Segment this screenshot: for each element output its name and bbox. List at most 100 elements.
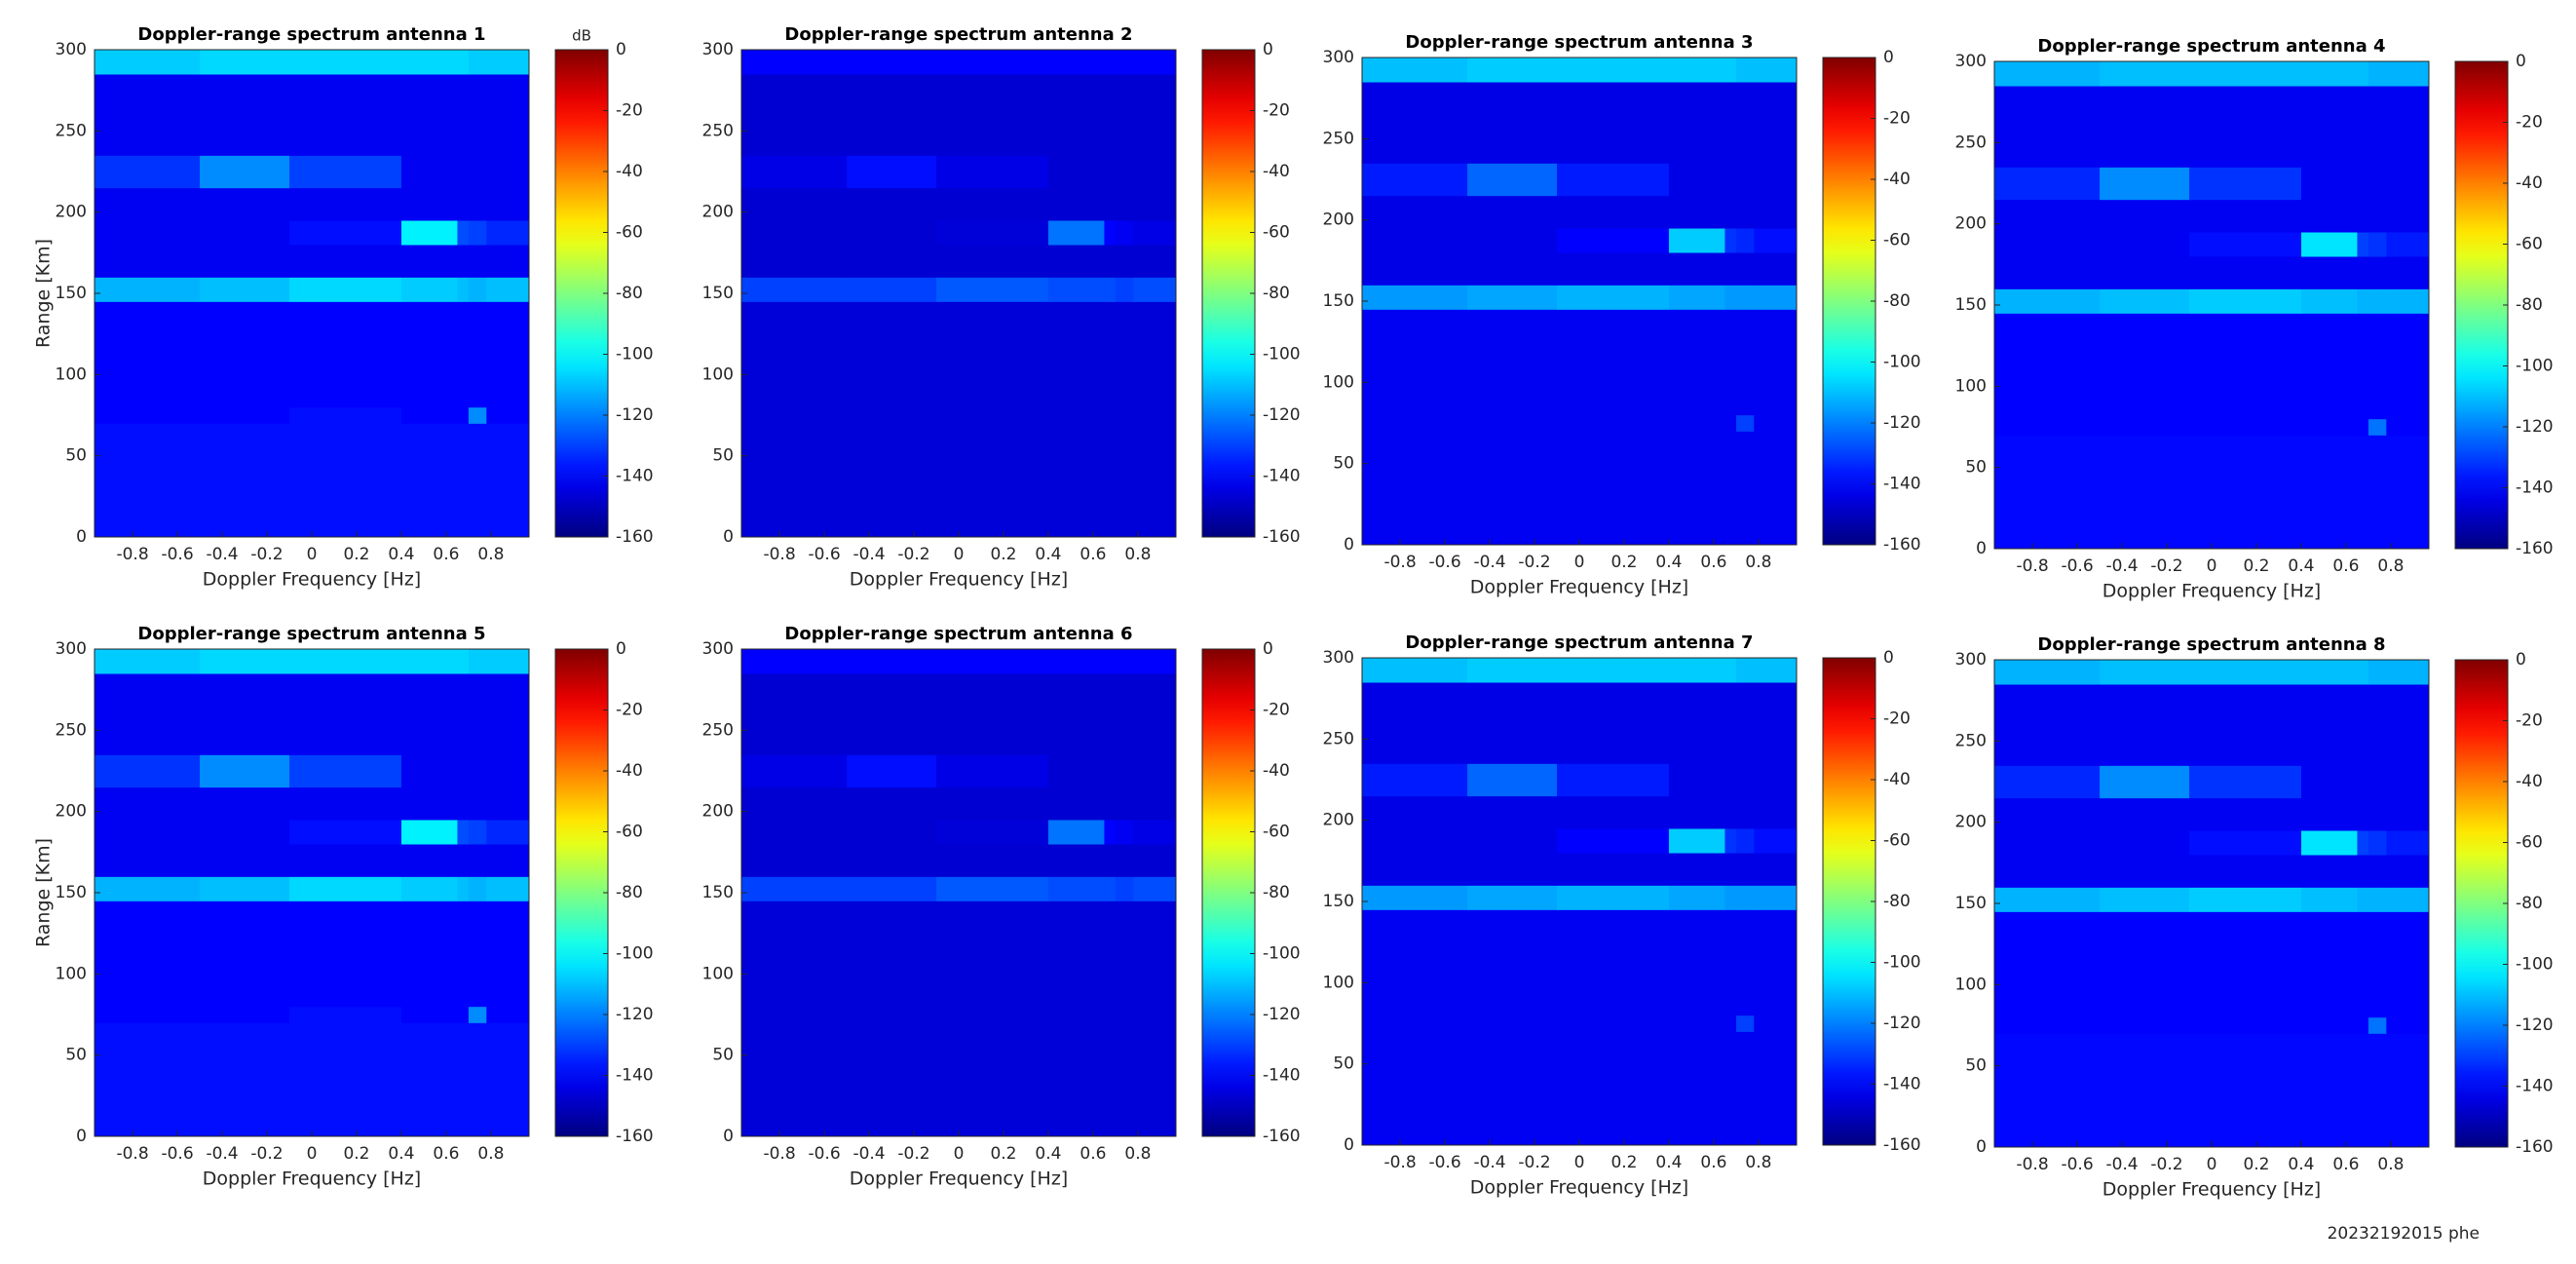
heatmap-cell [1104,277,1117,302]
panel: -0.8 -0.6 -0.4 -0.2 0 0.2 0.4 0.6 0.8 0 50 100 150 20… [1323,32,1921,598]
heatmap-cell [1115,187,1134,221]
heatmap-cell [1735,252,1755,286]
heatmap-cell [200,155,290,189]
heatmap-cell [2100,256,2190,289]
x-tick-label: 0 [307,545,318,564]
heatmap-cell [1754,228,1798,253]
y-tick-label: 150 [1323,291,1354,311]
y-tick-label: 150 [56,284,87,303]
heatmap-cell [468,220,487,246]
colorbar-tick-label: -40 [1263,761,1290,781]
heatmap-cell [2386,232,2430,257]
heatmap-cell [2386,288,2430,314]
heatmap-cell [1115,1022,1134,1137]
heatmap-cell [1994,199,2101,233]
panel: -0.8 -0.6 -0.4 -0.2 0 0.2 0.4 0.6 0.8 0 50 100 150 20… [33,24,654,591]
heatmap-cell [1668,309,1725,416]
heatmap-cell [1557,828,1670,854]
heatmap-cell [1115,754,1134,788]
heatmap-cell [2386,684,2430,766]
x-tick-label: -0.4 [206,1144,238,1164]
heatmap-cell [200,220,290,246]
heatmap-cell [486,876,530,901]
heatmap-cell [2386,830,2430,856]
heatmap-cell [847,1006,937,1023]
x-tick-label: 0.6 [1700,553,1726,572]
heatmap-cell [486,155,530,189]
heatmap-cell [2189,86,2302,168]
heatmap-cell [1133,245,1177,278]
heatmap-cell [847,245,937,278]
x-tick-label: 0.2 [990,545,1016,564]
heatmap-cell [1467,285,1558,310]
heatmap-cell [2100,684,2190,766]
heatmap-cell [1047,187,1105,221]
heatmap-cell [1668,252,1725,286]
heatmap-cell [1724,57,1737,83]
heatmap-cell [2300,1033,2358,1148]
heatmap-cell [468,301,487,408]
x-tick-label: -0.8 [763,545,795,564]
heatmap-cell [1115,673,1134,755]
heatmap-cell [1994,418,2101,436]
heatmap-cell [289,1022,402,1137]
heatmap-cell [847,876,937,901]
colorbar-tick-label: 0 [1883,48,1894,67]
heatmap-cell [1724,431,1737,546]
y-tick-label: 300 [702,639,734,659]
heatmap-cell [936,155,1049,189]
heatmap-cell [1754,57,1798,83]
heatmap-cell [741,187,848,221]
heatmap-cell [1735,853,1755,886]
heatmap-cell [2189,660,2302,685]
heatmap-cell [1133,406,1177,424]
heatmap-cell [1115,876,1134,901]
heatmap-cell [2357,86,2369,168]
heatmap-cell [1668,228,1725,253]
heatmap-cell [2300,232,2358,257]
heatmap-cell [1104,220,1117,246]
heatmap-cell [741,423,848,538]
heatmap-cell [1362,82,1468,164]
heatmap-cell [1754,431,1798,546]
heatmap-cell [2357,313,2369,420]
heatmap-cell [1047,155,1105,189]
heatmap-cell [1362,195,1468,229]
heatmap-cell [1724,885,1737,910]
heatmap-cell [200,786,290,821]
heatmap-cell [457,1022,470,1137]
x-tick-label: -0.4 [852,1144,885,1164]
colorbar-tick-label: -120 [1883,1014,1921,1033]
heatmap-cell [936,786,1049,821]
heatmap-cell [1735,682,1755,764]
heatmap-cell [1362,682,1468,764]
heatmap-cell [1735,658,1755,683]
heatmap-cell [2368,684,2387,766]
x-tick-label: -0.4 [1473,1153,1505,1172]
heatmap-cell [2368,86,2387,168]
heatmap-cell [1668,909,1725,1016]
heatmap-cell [400,220,458,246]
heatmap-cell [2386,86,2430,168]
x-tick-label: -0.2 [2150,1155,2182,1174]
heatmap-cell [1104,1022,1117,1137]
colorbar-tick-label: -120 [1263,405,1301,425]
y-tick-label: 200 [1955,214,1987,234]
heatmap-cell [741,406,848,424]
heatmap-cell [1362,252,1468,286]
heatmap-cell [95,187,201,221]
heatmap-cell [936,844,1049,877]
heatmap-cell [95,277,201,302]
heatmap-cell [1557,763,1670,797]
heatmap-cell [2386,1033,2430,1148]
heatmap-cell [1557,885,1670,910]
x-tick-label: -0.2 [1518,1153,1550,1172]
heatmap-cell [289,820,402,845]
heatmap-cell [1104,245,1117,278]
heatmap-cell [1735,828,1755,854]
x-tick-label: 0.8 [477,545,504,564]
x-axis-label: Doppler Frequency [Hz] [850,569,1068,591]
heatmap-cell [457,876,470,901]
colorbar-tick-label: -160 [2516,1137,2554,1157]
heatmap-cell [2386,797,2430,831]
